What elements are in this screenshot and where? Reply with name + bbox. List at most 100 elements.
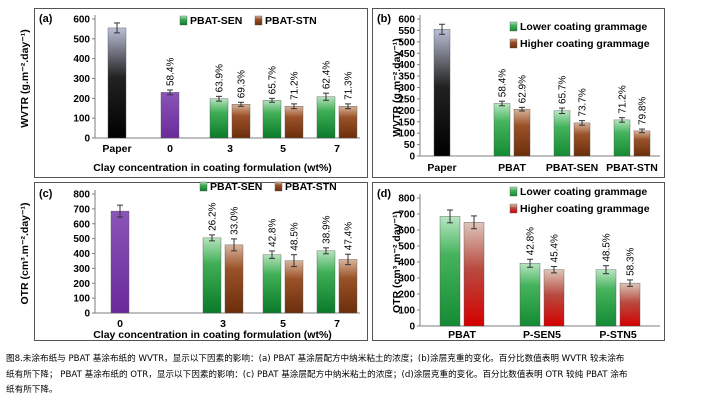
panel-label: (b) [377, 13, 391, 25]
panel-label: (c) [39, 188, 53, 200]
data-label: 71.2% [290, 71, 301, 99]
legend-swatch [509, 186, 518, 197]
y-axis-title: OTR (cm³.m⁻².day⁻¹) [391, 211, 403, 313]
bar [439, 216, 461, 327]
legend-label: PBAT-SEN [190, 15, 242, 27]
y-tick-label: 300 [73, 264, 90, 275]
y-tick-label: 500 [73, 234, 90, 245]
chart-panel-a: (a) 0 100 200 300 400 500 600 WVTR (g.m⁻².day⁻¹)… [19, 13, 360, 174]
data-label: 65.7% [268, 66, 279, 94]
y-tick-label: 100 [398, 129, 415, 140]
data-label: 38.9% [322, 215, 333, 243]
y-tick-label: 250 [398, 94, 415, 105]
bar [493, 103, 511, 157]
x-tick-label: 7 [334, 318, 340, 330]
y-tick-label: 350 [398, 72, 415, 83]
bar [224, 244, 244, 314]
chart-panel-d: (d) 0 100 200 300 400 500 600 700 800 OTR (cm³.m⁻²… [377, 186, 660, 341]
y-tick-label: 700 [73, 204, 90, 215]
bar [160, 92, 180, 139]
y-tick-label: 200 [73, 279, 90, 290]
legend-swatch [274, 181, 283, 192]
data-label: 71.2% [618, 85, 629, 113]
y-tick-label: 800 [398, 194, 415, 205]
legend-label: Higher coating grammage [520, 203, 650, 215]
legend-label: Lower coating grammage [520, 186, 647, 198]
y-tick-label: 600 [398, 15, 415, 26]
data-label: 69.3% [237, 70, 248, 98]
bar [433, 29, 451, 157]
bar [316, 250, 336, 314]
data-label: 47.4% [344, 222, 355, 250]
data-label: 58.4% [498, 69, 509, 97]
data-label: 45.4% [550, 234, 561, 262]
y-tick-label: 200 [73, 94, 90, 105]
panel-label: (a) [39, 13, 53, 25]
x-tick-label: PBAT-SEN [546, 162, 598, 174]
y-tick-label: 100 [73, 114, 90, 125]
y-tick-label: 150 [398, 117, 415, 128]
data-label: 79.8% [638, 97, 649, 125]
data-label: 62.9% [518, 75, 529, 103]
bar [543, 269, 565, 327]
caption-line-2: 纸有所下降； PBAT 基涂布纸的 OTR，显示以下因素的影响：(c) PBAT… [6, 369, 628, 380]
y-tick-label: 200 [398, 106, 415, 117]
bar [231, 104, 251, 139]
legend-label: Higher coating grammage [520, 38, 650, 50]
y-tick-label: 800 [73, 190, 90, 201]
x-tick-label: 0 [167, 143, 173, 155]
y-tick-label: 100 [73, 294, 90, 305]
y-tick-label: 600 [398, 226, 415, 237]
y-tick-label: 0 [84, 134, 90, 145]
y-tick-label: 700 [398, 210, 415, 221]
bar [519, 263, 541, 327]
data-label: 42.8% [268, 219, 279, 247]
x-tick-label: P-STN5 [599, 329, 637, 341]
y-tick-label: 400 [73, 54, 90, 65]
data-label: 48.5% [290, 222, 301, 250]
x-axis-title: Clay concentration in coating formulatio… [93, 162, 332, 174]
x-tick-label: P-SEN5 [523, 329, 561, 341]
data-label: 26.2% [208, 202, 219, 230]
y-tick-label: 400 [398, 258, 415, 269]
bar [209, 98, 229, 139]
x-tick-label: 5 [280, 318, 286, 330]
legend-swatch [254, 15, 263, 26]
legend-swatch [199, 181, 208, 192]
y-tick-label: 0 [409, 152, 415, 163]
y-axis-title: WVTR (g.m⁻².day⁻¹) [391, 38, 403, 137]
y-tick-label: 500 [73, 34, 90, 45]
data-label: 71.3% [344, 71, 355, 99]
bar [262, 100, 282, 139]
bar [262, 254, 282, 314]
data-label: 33.0% [230, 206, 241, 234]
data-label: 65.7% [558, 76, 569, 104]
y-tick-label: 200 [398, 290, 415, 301]
legend-label: Lower coating grammage [520, 21, 647, 33]
legend-label: PBAT-STN [285, 181, 337, 193]
x-tick-label: Paper [427, 162, 456, 174]
legend-label: PBAT-STN [265, 15, 317, 27]
y-tick-label: 0 [84, 309, 90, 320]
bar [619, 282, 641, 327]
caption-line-3: 纸有所下降。 [6, 385, 58, 395]
bar [613, 119, 631, 157]
data-label: 62.4% [322, 61, 333, 89]
y-axis-title: WVTR (g.m⁻².day⁻¹) [19, 29, 31, 128]
y-tick-label: 500 [398, 242, 415, 253]
x-tick-label: Paper [102, 143, 131, 155]
data-label: 58.4% [166, 58, 177, 86]
y-tick-label: 600 [73, 219, 90, 230]
y-tick-label: 400 [73, 249, 90, 260]
x-tick-label: 0 [117, 318, 123, 330]
y-tick-label: 500 [398, 37, 415, 48]
legend-swatch [509, 38, 518, 49]
bar [573, 122, 591, 157]
bar [553, 110, 571, 157]
y-tick-label: 600 [73, 15, 90, 26]
data-label: 42.8% [526, 227, 537, 255]
bar [338, 259, 358, 314]
x-axis-title: Clay concentration in coating formulatio… [93, 329, 332, 341]
data-label: 73.7% [578, 88, 589, 116]
